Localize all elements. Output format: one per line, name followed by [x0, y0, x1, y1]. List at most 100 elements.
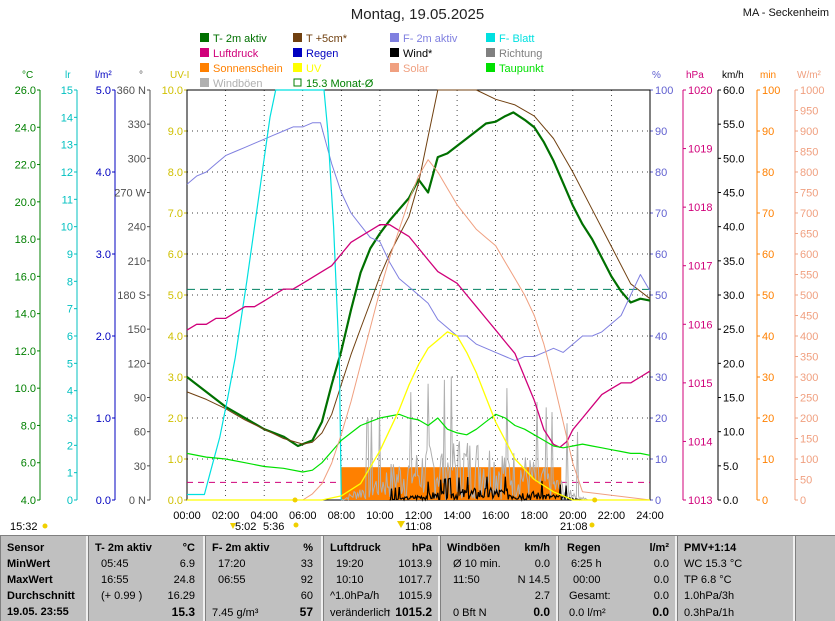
- press-condition: veränderlich: [330, 607, 390, 619]
- press-unit: hPa: [411, 542, 432, 554]
- legend-swatch: [293, 63, 302, 72]
- legend-label: UV: [306, 63, 322, 75]
- weather-chart: T- 2m aktiv T +5cm* F- 2m aktiv F- Blatt Luf…: [10, 33, 825, 533]
- axis-tick-label: 750: [800, 188, 818, 200]
- axis-tick-label: 16.0: [15, 271, 36, 283]
- legend-label: Richtung: [499, 48, 542, 60]
- x-tick-label: 02:00: [212, 510, 240, 522]
- wind-max: N 14.5: [517, 574, 550, 586]
- sunrise-marker-icon: [293, 522, 299, 528]
- dawn-marker-icon: [230, 523, 236, 529]
- uv-max-marker-icon: [397, 521, 405, 528]
- axis-unit-label: hPa: [686, 70, 704, 81]
- temp-current: 15.3: [171, 605, 195, 619]
- col-temp: T- 2m aktiv °C 05:45 6.9 16:55 24.8 (+ 0…: [88, 536, 205, 621]
- axis-tick-label: 850: [800, 147, 818, 159]
- axis-tick-label: 360 N: [117, 85, 146, 97]
- axis-tick-label: 0: [655, 495, 661, 507]
- axis-tick-label: 11: [62, 194, 73, 206]
- axis-tick-label: 30: [762, 372, 774, 384]
- axis-unit-label: W/m²: [797, 70, 822, 81]
- axis-tick-label: 9.0: [168, 126, 183, 138]
- x-tick-label: 04:00: [250, 510, 278, 522]
- axis-tick-label: 7.0: [168, 208, 183, 220]
- press-trend: ^1.0hPa/h: [330, 590, 380, 602]
- axis-tick-label: 30: [134, 461, 146, 473]
- legend-swatch: [390, 48, 399, 57]
- axis-tick-label: 8: [67, 276, 73, 288]
- axis-tick-label: 70: [655, 208, 667, 220]
- hum-avg: 60: [300, 590, 313, 602]
- sunset-marker-icon: [589, 522, 595, 528]
- axis-tick-label: 12.0: [15, 346, 36, 358]
- axis-tick-label: 2.0: [168, 413, 183, 425]
- axis-tick-label: 0 N: [129, 495, 146, 507]
- series-uv: [187, 331, 650, 501]
- axis-tick-label: 270 W: [114, 188, 146, 200]
- col-rain: Regen l/m² 6:25 h 0.0 00:00 0.0 Gesamt: …: [558, 536, 677, 621]
- rain-duration-value: 0.0: [653, 558, 669, 570]
- axis-tick-label: 7: [67, 304, 73, 316]
- current-date: 19.05. 23:55: [7, 606, 69, 618]
- axes: °C4.06.08.010.012.014.016.018.020.022.02…: [15, 70, 825, 507]
- axis-unit-label: %: [652, 70, 661, 81]
- series-windboeen: [341, 376, 588, 502]
- x-tick-label: 20:00: [559, 510, 587, 522]
- axis-tick-label: 14.0: [15, 309, 36, 321]
- axis-tick-label: 150: [800, 434, 818, 446]
- axis-unit-label: °: [139, 70, 143, 81]
- legend-swatch: [293, 33, 302, 42]
- temp-header: T- 2m aktiv: [95, 542, 152, 554]
- pmv-dewpoint: TP 6.8 °C: [684, 574, 732, 586]
- legend-label: Sonnenschein: [213, 63, 283, 75]
- temp-min-time: 05:45: [101, 558, 129, 570]
- axis-tick-label: 10: [762, 454, 774, 466]
- legend-label: T- 2m aktiv: [213, 33, 267, 45]
- axis-tick-label: 3.0: [168, 372, 183, 384]
- legend-label: Solar: [403, 63, 429, 75]
- sunset-time: 21:08: [560, 521, 588, 533]
- axis-tick-label: 400: [800, 331, 818, 343]
- press-arrow-icon: ↑: [386, 605, 392, 619]
- axis-tick-label: 40.0: [723, 222, 744, 234]
- maxwert-label: MaxWert: [7, 574, 53, 586]
- axis-tick-label: 0.0: [96, 495, 111, 507]
- axis-tick-label: 60: [762, 249, 774, 261]
- rain-since: 00:00: [573, 574, 601, 586]
- axis-tick-label: 210: [128, 256, 146, 268]
- sensor-header: Sensor: [7, 542, 45, 554]
- axis-tick-label: 12: [61, 167, 73, 179]
- axis-tick-label: 10.0: [15, 383, 36, 395]
- axis-tick-label: 10.0: [162, 85, 183, 97]
- x-axis: 00:00 02:00 04:00 06:00 08:00 10:00 12:00 14:00…: [10, 497, 664, 533]
- series-f-2m-aktiv: [186, 122, 651, 362]
- temp-unit: °C: [182, 542, 195, 554]
- axis-tick-label: 20.0: [723, 358, 744, 370]
- axis-tick-label: 1020: [688, 85, 712, 97]
- x-tick-label: 14:00: [443, 510, 471, 522]
- col-pressure: Luftdruck hPa 19:20 1013.9 10:10 1017.7 …: [323, 536, 440, 621]
- sunrise-icon: [292, 497, 298, 503]
- axis-tick-label: 150: [128, 324, 146, 336]
- durchschnitt-label: Durchschnitt: [7, 590, 75, 602]
- legend-label: 15.3 Monat-Ø: [306, 78, 374, 90]
- pmv-header: PMV+1:14: [684, 542, 737, 554]
- axis-unit-label: min: [760, 70, 776, 81]
- axis-tick-label: 70: [762, 208, 774, 220]
- axis-tick-label: 100: [800, 454, 818, 466]
- axis-tick-label: 40: [655, 331, 667, 343]
- axis-tick-label: 1013: [688, 495, 712, 507]
- sunset-icon: [592, 497, 598, 503]
- pmv-trend-3h: 1.0hPa/3h: [684, 590, 735, 602]
- legend-swatch: [200, 78, 209, 87]
- axis-tick-label: 0.0: [168, 495, 183, 507]
- legend-swatch: [200, 48, 209, 57]
- rain-header: Regen: [567, 542, 601, 554]
- axis-tick-label: 450: [800, 311, 818, 323]
- axis-tick-label: 330: [128, 119, 146, 131]
- axis-unit-label: l/m²: [95, 70, 112, 81]
- axis-tick-label: 35.0: [723, 256, 744, 268]
- axis-tick-label: 700: [800, 208, 818, 220]
- wind-avg-label: Ø 10 min.: [453, 558, 501, 570]
- press-header: Luftdruck: [330, 542, 381, 554]
